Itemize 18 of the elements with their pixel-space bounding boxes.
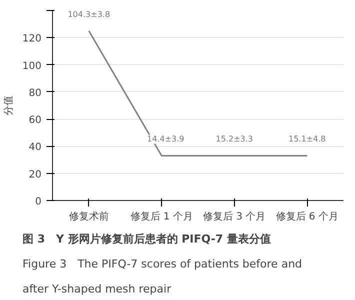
x-tick-label: 修复后 6 个月 xyxy=(276,210,338,222)
x-tick-label: 修复后 3 个月 xyxy=(203,210,266,222)
y-tick-label: 20 xyxy=(28,169,42,180)
y-tick-label: 0 xyxy=(35,196,42,208)
x-tick-label: 修复后 1 个月 xyxy=(130,210,193,222)
annotation: 14.4±3.9 xyxy=(147,134,184,144)
annotation: 15.1±4.8 xyxy=(288,134,326,144)
y-tick-label: 60 xyxy=(28,115,42,126)
y-axis-title: 分值 xyxy=(2,96,14,116)
x-tick-label: 修复术前 xyxy=(68,210,109,222)
text: Figure 3 The PIFQ-7 scores of patients before and after Y-shaped mesh repair xyxy=(22,258,302,296)
y-tick-label: 80 xyxy=(28,88,42,99)
y-tick-label: 120 xyxy=(22,34,42,45)
y-tick-label: 100 xyxy=(22,60,42,72)
y-tick-label: 40 xyxy=(28,142,42,154)
annotation: 15.2±3.3 xyxy=(216,134,254,144)
annotation: 104.3±3.8 xyxy=(68,10,110,19)
text: 图 3 Y 形网片修复前后患者的 PIFQ-7 量表分值 xyxy=(22,232,271,246)
